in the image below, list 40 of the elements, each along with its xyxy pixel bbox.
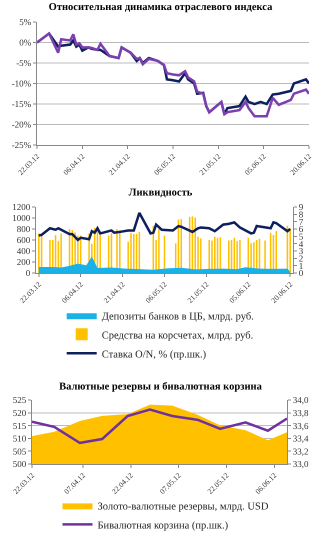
- line-series: [38, 212, 292, 242]
- y2-tick-label: 33,6: [292, 420, 310, 431]
- y-tick-label: 500: [12, 459, 27, 470]
- y-tick-label: 200: [16, 257, 31, 268]
- y-tick-label: 525: [12, 395, 27, 406]
- legend-label: Средства на корсчетах, млрд. руб.: [102, 330, 254, 342]
- legend-label: Депозиты банков в ЦБ, млрд. руб.: [102, 311, 254, 322]
- y2-tick-label: 34,0: [292, 395, 310, 406]
- chart-title: Валютные резервы и бивалютная корзина: [59, 382, 263, 393]
- y-tick-label: 505: [12, 446, 27, 456]
- y2-tick-label: 4: [298, 238, 304, 249]
- y2-tick-label: 7: [298, 216, 304, 227]
- y-tick-label: 1200: [12, 202, 31, 212]
- y2-tick-label: 33,2: [292, 446, 309, 456]
- y-tick-label: 400: [16, 246, 31, 256]
- y-tick-label: -25%: [12, 140, 32, 150]
- y-tick-label: -10%: [12, 78, 32, 89]
- chart-title: Ликвидность: [128, 187, 193, 198]
- y-tick-label: 1000: [12, 213, 31, 224]
- y-tick-label: 0: [26, 268, 31, 278]
- y2-tick-label: 0: [298, 268, 304, 278]
- chart-title: Относительная динамика отраслевого индекса: [48, 2, 274, 14]
- y-tick-label: -5%: [16, 58, 32, 68]
- legend-label: Золото-валютные резервы, млрд. USD: [98, 501, 269, 512]
- y2-tick-label: 1: [298, 260, 304, 271]
- y-tick-label: 515: [12, 420, 27, 431]
- y-tick-label: -20%: [12, 120, 32, 130]
- y2-tick-label: 33,0: [292, 459, 310, 470]
- line-series: [32, 408, 287, 444]
- y-tick-label: -15%: [12, 99, 32, 110]
- y-tick-label: 520: [12, 408, 27, 418]
- legend-label: Ставка O/N, % (пр.шк.): [102, 349, 207, 360]
- y-tick-label: 800: [16, 224, 31, 234]
- y2-tick-label: 33,4: [292, 434, 310, 444]
- y-tick-label: 600: [16, 235, 31, 246]
- legend-label: Бивалютная корзина (пр.шк.): [98, 520, 229, 532]
- y-tick-label: 5%: [19, 17, 32, 28]
- y-tick-label: 0%: [19, 38, 32, 48]
- y-tick-label: 510: [12, 434, 27, 444]
- y2-tick-label: 33,8: [292, 408, 310, 418]
